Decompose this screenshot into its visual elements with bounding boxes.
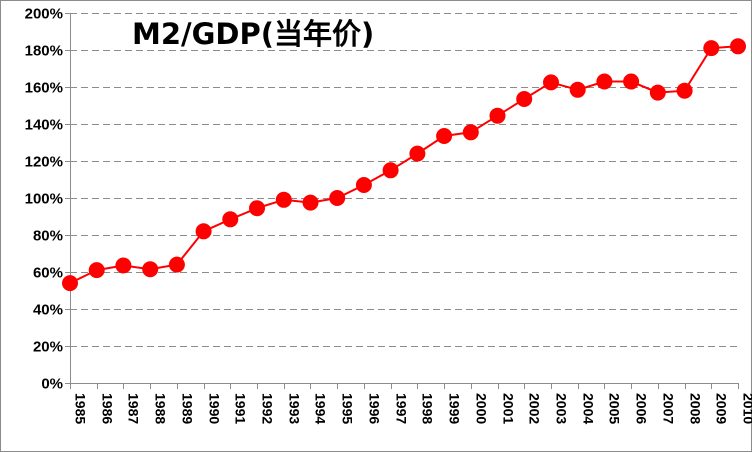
data-point-marker [62, 275, 78, 292]
series [62, 38, 746, 292]
data-point-marker [409, 145, 426, 162]
y-tick-label: 80% [33, 228, 63, 245]
data-point-marker [649, 84, 666, 101]
x-tick-label: 2003 [554, 393, 570, 424]
x-tick-label: 1988 [153, 393, 169, 424]
data-point-marker [703, 40, 720, 57]
data-point-marker [302, 194, 319, 211]
gridlines [70, 13, 738, 347]
y-tick-label: 100% [25, 191, 63, 208]
data-point-marker [596, 73, 613, 90]
y-tick-label: 40% [33, 302, 63, 319]
x-tick-label: 2001 [501, 393, 517, 424]
x-tick-label: 1999 [447, 393, 463, 424]
x-tick-label: 2009 [714, 393, 730, 424]
data-point-marker [489, 107, 506, 124]
x-tick-label: 2007 [661, 393, 677, 424]
data-point-marker [623, 73, 640, 90]
x-tick-label: 1993 [287, 393, 303, 424]
x-tick-label: 2010 [741, 393, 752, 424]
y-tick-label: 180% [25, 43, 63, 60]
x-tick-label: 1987 [126, 393, 142, 424]
x-tick-label: 1990 [207, 393, 223, 424]
data-point-marker [730, 38, 746, 55]
data-point-marker [142, 261, 159, 278]
x-tick-label: 1994 [313, 393, 329, 424]
x-tick-label: 1989 [180, 393, 196, 424]
data-point-marker [543, 74, 559, 91]
x-tick-label: 1985 [73, 393, 89, 424]
data-point-marker [195, 223, 212, 240]
x-tick-label: 1997 [394, 393, 410, 424]
data-point-marker [115, 257, 132, 274]
x-tick-label: 2006 [634, 393, 650, 424]
y-tick-label: 160% [25, 80, 63, 97]
data-point-marker [382, 162, 399, 179]
data-point-marker [222, 211, 239, 228]
y-tick-label: 200% [25, 6, 63, 23]
data-point-marker [275, 191, 292, 208]
data-point-marker [516, 91, 533, 107]
x-tick-label: 1996 [367, 393, 383, 424]
x-tick-label: 2002 [527, 393, 543, 424]
y-tick-label: 120% [25, 154, 63, 171]
x-tick-label: 1998 [420, 393, 436, 424]
y-tick-label: 60% [33, 265, 63, 282]
data-point-marker [329, 190, 346, 206]
y-tick-label: 0% [41, 376, 63, 393]
data-point-marker [168, 256, 185, 273]
axes [65, 13, 739, 389]
data-point-marker [436, 128, 453, 144]
data-point-marker [676, 82, 693, 99]
x-axis-tick-labels: 1985 1986 1987 1988 1989 1990 1991 1992 1993 1994… [73, 393, 752, 424]
data-point-marker [462, 124, 479, 141]
data-point-marker [569, 81, 586, 98]
x-tick-label: 1991 [233, 393, 249, 424]
x-tick-label: 1995 [340, 393, 356, 424]
x-tick-label: 2008 [688, 393, 704, 424]
x-tick-label: 1992 [260, 393, 276, 424]
x-tick-label: 2004 [581, 393, 597, 424]
x-tick-label: 2000 [474, 393, 490, 424]
data-point-marker [355, 177, 372, 193]
x-tick-label: 1986 [100, 393, 116, 424]
data-point-marker [249, 200, 265, 217]
y-tick-label: 140% [25, 117, 63, 134]
x-tick-label: 2005 [607, 393, 623, 424]
y-tick-label: 20% [33, 339, 63, 356]
chart-title: M2/GDP(当年价) [132, 17, 374, 51]
data-point-marker [88, 262, 105, 279]
y-axis-tick-labels: 0% 20% 40% 60% 80% 100% 120% 140% 160% 180% 200% [25, 6, 63, 393]
